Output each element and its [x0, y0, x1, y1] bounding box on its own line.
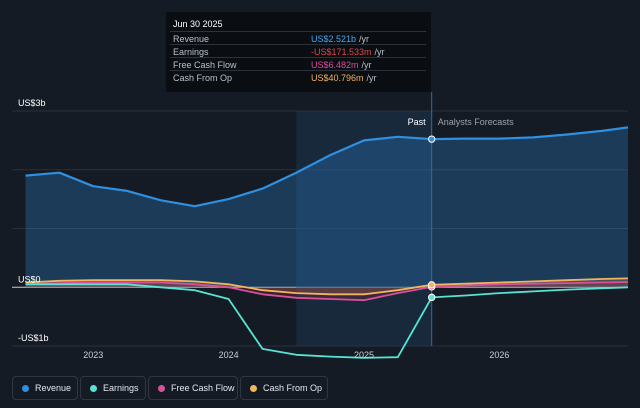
x-axis-ticks: 2023 2024 2025 2026: [83, 350, 509, 360]
tooltip-row-earnings: Earnings -US$171.533m/yr: [170, 44, 426, 58]
past-label: Past: [408, 117, 427, 127]
legend-item-revenue[interactable]: Revenue: [12, 376, 78, 400]
tooltip-label: Cash From Op: [173, 73, 233, 83]
series-lines: [25, 126, 629, 359]
series-line-revenue: [25, 126, 629, 208]
x-tick-label: 2024: [219, 350, 239, 360]
y-tick-label: US$3b: [18, 98, 46, 108]
tooltip-label: Earnings: [173, 47, 209, 57]
series-line-earnings: [25, 283, 629, 359]
tooltip-value-number: US$40.796m: [311, 73, 364, 83]
chart-canvas: US$3b US$0 -US$1b 2023 2024 2025 2026 Past An…: [12, 92, 629, 360]
tooltip-value-unit: /yr: [374, 47, 385, 57]
marker-revenue: [427, 135, 436, 143]
series-line-free-cash-flow: [25, 281, 629, 302]
tooltip-value-number: US$6.482m: [311, 60, 359, 70]
series-area-cash-from-op: [25, 278, 628, 295]
tooltip-row-cash-from-op: Cash From Op US$40.796m/yr: [170, 70, 426, 84]
tooltip-value: US$2.521b/yr: [311, 34, 369, 44]
tooltip-row-free-cash-flow: Free Cash Flow US$6.482m/yr: [170, 57, 426, 71]
tooltip-value-number: -US$171.533m: [311, 47, 372, 57]
past-highlight-band: [296, 111, 432, 346]
marker-earnings: [427, 293, 436, 302]
legend-dot-icon: [250, 385, 257, 392]
legend-item-earnings[interactable]: Earnings: [80, 376, 146, 400]
tooltip: Jun 30 2025 Revenue US$2.521b/yr Earning…: [166, 12, 431, 92]
series-areas: [25, 127, 628, 301]
legend-dot-icon: [90, 385, 97, 392]
tooltip-value-unit: /yr: [359, 34, 370, 44]
x-tick-label: 2026: [489, 350, 509, 360]
legend: Revenue Earnings Free Cash Flow Cash Fro…: [0, 370, 640, 408]
legend-item-cash-from-op[interactable]: Cash From Op: [240, 376, 328, 400]
series-area-revenue: [25, 127, 628, 288]
tooltip-value: US$6.482m/yr: [311, 60, 372, 70]
chart-grid: [12, 110, 628, 347]
legend-label: Free Cash Flow: [171, 383, 235, 393]
marker-cash-from-op: [427, 281, 436, 289]
y-tick-label: US$0: [18, 274, 41, 284]
legend-label: Revenue: [35, 383, 72, 393]
tooltip-value-unit: /yr: [361, 60, 372, 70]
legend-dot-icon: [158, 385, 165, 392]
tooltip-value: US$40.796m/yr: [311, 73, 377, 83]
series-line-cash-from-op: [25, 277, 629, 296]
legend-dot-icon: [22, 385, 29, 392]
y-axis-ticks: US$3b US$0 -US$1b: [18, 98, 49, 343]
y-tick-label: -US$1b: [18, 333, 49, 343]
legend-label: Earnings: [103, 383, 139, 393]
tooltip-value-number: US$2.521b: [311, 34, 357, 44]
x-tick-label: 2023: [83, 350, 103, 360]
tooltip-label: Free Cash Flow: [173, 60, 237, 70]
tooltip-value: -US$171.533m/yr: [311, 47, 385, 57]
tooltip-label: Revenue: [173, 34, 210, 44]
series-area-free-cash-flow: [25, 282, 628, 301]
x-tick-label: 2025: [354, 350, 374, 360]
legend-item-free-cash-flow[interactable]: Free Cash Flow: [148, 376, 238, 400]
legend-label: Cash From Op: [263, 383, 323, 393]
tooltip-date: Jun 30 2025: [173, 19, 223, 29]
tooltip-value-unit: /yr: [366, 73, 377, 83]
tooltip-markers: [427, 135, 436, 302]
analysts-forecasts-label: Analysts Forecasts: [438, 117, 515, 127]
tooltip-row-revenue: Revenue US$2.521b/yr: [170, 31, 426, 45]
